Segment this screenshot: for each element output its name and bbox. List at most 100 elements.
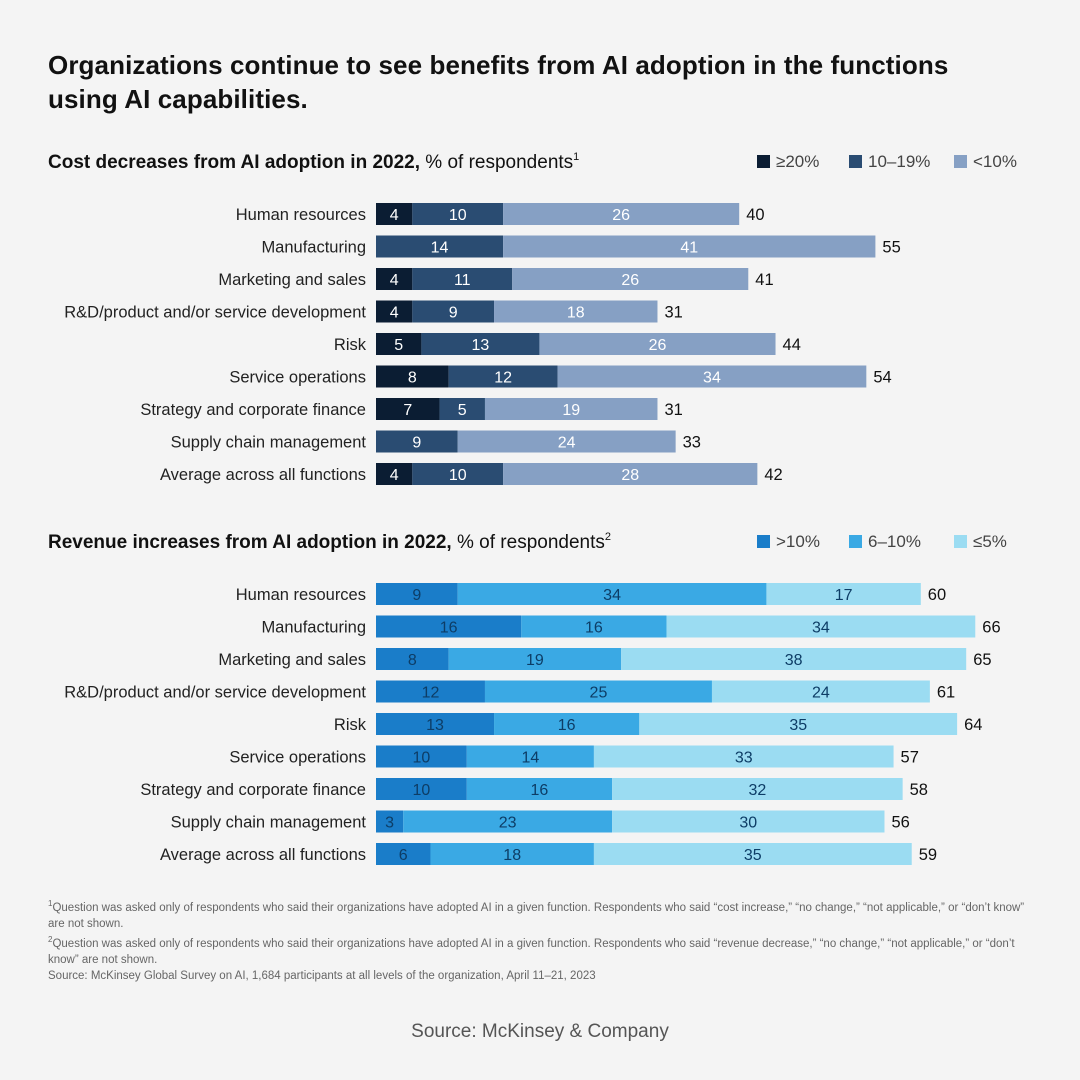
chart2-title-bold: Revenue increases from AI adoption in 20… bbox=[48, 532, 452, 553]
chart2-bar-label-manufacturing-2: 16 bbox=[585, 620, 603, 637]
chart1-legend-swatch-1 bbox=[757, 155, 770, 168]
chart1-bar-human-resources-10-19 bbox=[412, 203, 504, 225]
chart1-bar-r-d-product-and-or-service-development-ge20 bbox=[376, 300, 413, 323]
chart2-bar-r-d-product-and-or-service-development-gt10 bbox=[376, 680, 485, 703]
chart2-bar-label-risk-1: 13 bbox=[426, 717, 444, 734]
chart1-bar-label-risk-1: 5 bbox=[394, 337, 403, 354]
footnote-1: 1Question was asked only of respondents … bbox=[48, 896, 1038, 932]
chart2-bar-supply-chain-management-le5 bbox=[612, 810, 885, 833]
chart1-category-label-supply-chain-management: Supply chain management bbox=[171, 434, 367, 452]
chart1-bar-label-r-d-product-and-or-service-development-2: 9 bbox=[449, 305, 458, 322]
chart2-category-label-marketing-and-sales: Marketing and sales bbox=[218, 651, 366, 669]
footnote-1-mark: 1 bbox=[48, 899, 53, 908]
chart1-bar-label-average-across-all-functions-3: 28 bbox=[621, 467, 639, 484]
chart2-legend-label-2: 6–10% bbox=[868, 532, 921, 551]
chart2-legend-label-1: >10% bbox=[776, 532, 820, 551]
footnote-2-mark: 2 bbox=[48, 934, 53, 944]
chart2-legend-swatch-3 bbox=[954, 535, 967, 548]
chart2-total-label-supply-chain-management: 56 bbox=[891, 814, 909, 832]
chart1-bar-strategy-and-corporate-finance-lt10 bbox=[484, 398, 658, 420]
chart2-total-label-risk: 64 bbox=[964, 716, 982, 734]
chart2-category-label-human-resources: Human resources bbox=[236, 586, 366, 604]
chart2-bar-human-resources-le5 bbox=[766, 583, 921, 605]
chart2-bar-human-resources-gt10 bbox=[376, 583, 458, 605]
chart2-category-label-service-operations: Service operations bbox=[229, 749, 366, 767]
chart1-legend-label-3: <10% bbox=[973, 152, 1017, 171]
chart2-bar-manufacturing-gt10 bbox=[376, 615, 522, 638]
chart1-total-label-marketing-and-sales: 41 bbox=[755, 271, 773, 289]
chart2-category-label-manufacturing: Manufacturing bbox=[261, 619, 366, 637]
chart2-bar-label-supply-chain-management-1: 3 bbox=[385, 815, 394, 832]
chart2-bar-label-r-d-product-and-or-service-development-1: 12 bbox=[422, 685, 440, 702]
page-title-line-1: Organizations continue to see benefits f… bbox=[48, 50, 949, 80]
chart2-category-label-supply-chain-management: Supply chain management bbox=[171, 814, 367, 832]
chart2-title-sup: 2 bbox=[605, 531, 611, 543]
chart2-bar-marketing-and-sales-6-10 bbox=[448, 648, 622, 670]
chart2-bar-label-manufacturing-1: 16 bbox=[440, 620, 458, 637]
chart2-bar-label-human-resources-2: 34 bbox=[603, 587, 621, 604]
chart1-bar-average-across-all-functions-lt10 bbox=[503, 463, 758, 485]
chart2-bar-label-supply-chain-management-3: 30 bbox=[739, 815, 757, 832]
chart1-bar-label-r-d-product-and-or-service-development-3: 18 bbox=[567, 305, 585, 322]
chart1-title: Cost decreases from AI adoption in 2022,… bbox=[48, 151, 579, 173]
chart2-bar-service-operations-le5 bbox=[593, 745, 894, 768]
chart1-bar-strategy-and-corporate-finance-ge20 bbox=[376, 398, 440, 420]
chart1-bar-r-d-product-and-or-service-development-lt10 bbox=[494, 300, 658, 323]
chart1-bar-label-average-across-all-functions-2: 10 bbox=[449, 467, 467, 484]
chart1-title-bold: Cost decreases from AI adoption in 2022, bbox=[48, 152, 420, 173]
chart1-category-label-r-d-product-and-or-service-development: R&D/product and/or service development bbox=[64, 304, 366, 322]
chart1-legend-swatch-2 bbox=[849, 155, 862, 168]
chart2-bar-strategy-and-corporate-finance-le5 bbox=[612, 778, 903, 800]
chart2-bar-label-r-d-product-and-or-service-development-3: 24 bbox=[812, 685, 830, 702]
chart2-bar-average-across-all-functions-le5 bbox=[593, 843, 912, 865]
chart1-bar-manufacturing-lt10 bbox=[503, 235, 876, 258]
chart1-bar-strategy-and-corporate-finance-10-19 bbox=[439, 398, 485, 420]
chart2-bar-supply-chain-management-gt10 bbox=[376, 810, 404, 833]
chart2-bar-average-across-all-functions-6-10 bbox=[430, 843, 594, 865]
page-title: Organizations continue to see benefits f… bbox=[48, 48, 1028, 116]
chart2-bar-risk-gt10 bbox=[376, 713, 495, 735]
chart2-title: Revenue increases from AI adoption in 20… bbox=[48, 531, 611, 553]
chart2-bar-manufacturing-6-10 bbox=[521, 615, 667, 638]
chart2-total-label-strategy-and-corporate-finance: 58 bbox=[910, 781, 928, 799]
footnotes: 1 Question was asked only of respondents … bbox=[48, 896, 1038, 984]
chart2-bar-label-supply-chain-management-2: 23 bbox=[499, 815, 517, 832]
chart1-category-label-service-operations: Service operations bbox=[229, 369, 366, 387]
chart2-bar-label-service-operations-1: 10 bbox=[413, 750, 431, 767]
chart2-bar-label-risk-3: 35 bbox=[789, 717, 807, 734]
chart2-total-label-manufacturing: 66 bbox=[982, 619, 1000, 637]
chart2-bar-label-human-resources-1: 9 bbox=[412, 587, 421, 604]
chart1-category-label-risk: Risk bbox=[334, 336, 367, 354]
chart1-bar-label-human-resources-2: 10 bbox=[449, 207, 467, 224]
chart1-bar-human-resources-ge20 bbox=[376, 203, 413, 225]
chart2-category-label-risk: Risk bbox=[334, 716, 367, 734]
chart2-bar-risk-le5 bbox=[639, 713, 958, 735]
chart1-category-label-average-across-all-functions: Average across all functions bbox=[160, 466, 366, 484]
chart2-bar-label-average-across-all-functions-1: 6 bbox=[399, 847, 408, 864]
chart1-bar-service-operations-10-19 bbox=[448, 365, 558, 388]
chart2-title-rest: % of respondents bbox=[452, 532, 605, 553]
chart2-bar-label-manufacturing-3: 34 bbox=[812, 620, 830, 637]
page-title-line-2: using AI capabilities. bbox=[48, 84, 308, 114]
chart1-bar-label-service-operations-2: 12 bbox=[494, 370, 512, 387]
chart2-legend-label-3: ≤5% bbox=[973, 532, 1007, 551]
chart1-category-label-strategy-and-corporate-finance: Strategy and corporate finance bbox=[140, 401, 366, 419]
chart1-bar-risk-10-19 bbox=[421, 333, 540, 355]
chart2-bar-marketing-and-sales-gt10 bbox=[376, 648, 449, 670]
chart1-bar-r-d-product-and-or-service-development-10-19 bbox=[412, 300, 495, 323]
chart2-bar-label-r-d-product-and-or-service-development-2: 25 bbox=[590, 685, 608, 702]
source-credit: Source: McKinsey & Company bbox=[411, 1021, 669, 1042]
chart2-bar-label-strategy-and-corporate-finance-3: 32 bbox=[748, 782, 766, 799]
chart2-bar-supply-chain-management-6-10 bbox=[403, 810, 613, 833]
chart1-legend-label-2: 10–19% bbox=[868, 152, 930, 171]
chart1-bar-risk-ge20 bbox=[376, 333, 422, 355]
chart2-bar-label-average-across-all-functions-2: 18 bbox=[503, 847, 521, 864]
chart2-total-label-average-across-all-functions: 59 bbox=[919, 846, 937, 864]
chart1-title-sup: 1 bbox=[573, 151, 579, 163]
footnote-2-text: Question was asked only of respondents w… bbox=[48, 937, 1015, 966]
chart2-bar-manufacturing-le5 bbox=[666, 615, 976, 638]
chart2-bar-risk-6-10 bbox=[494, 713, 640, 735]
chart1-bar-label-human-resources-3: 26 bbox=[612, 207, 630, 224]
chart2-category-label-average-across-all-functions: Average across all functions bbox=[160, 846, 366, 864]
chart2-bar-label-marketing-and-sales-2: 19 bbox=[526, 652, 544, 669]
